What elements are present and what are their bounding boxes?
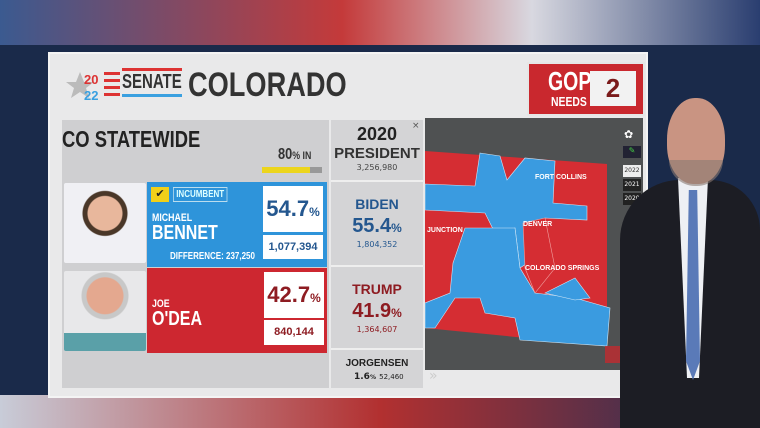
prior-candidate-votes: 1,364,607 bbox=[356, 325, 398, 334]
statewide-title: CO STATEWIDE bbox=[62, 126, 201, 152]
prior-candidate-name: JORGENSEN bbox=[345, 358, 409, 369]
prior-office: PRESIDENT bbox=[334, 145, 420, 162]
candidate-first-name: JOE bbox=[152, 298, 170, 310]
year-button-2021[interactable]: 2021 bbox=[623, 179, 641, 191]
county-map[interactable]: FORT COLLINS DENVER JUNCTION COLORADO SP… bbox=[424, 118, 621, 370]
prior-results-panel bbox=[331, 120, 423, 388]
divider bbox=[331, 180, 423, 267]
presenter-tie bbox=[686, 190, 700, 380]
race-title: SENATE bbox=[122, 68, 182, 97]
prior-candidate-pct: 1.6% 52,460 bbox=[354, 372, 404, 382]
seats-needed: 2 bbox=[590, 71, 636, 106]
prior-candidate-name: BIDEN bbox=[355, 196, 399, 212]
year-button-2022[interactable]: 2022 bbox=[623, 165, 641, 177]
winner-check-icon: ✔ bbox=[151, 187, 169, 202]
reporting-bar-fill bbox=[262, 167, 310, 173]
svg-text:22: 22 bbox=[84, 88, 98, 103]
city-label-denver: DENVER bbox=[523, 221, 552, 228]
expand-icon[interactable]: » bbox=[429, 368, 438, 384]
reporting-bar bbox=[262, 167, 322, 173]
nbc-peacock-icon: ✿ bbox=[624, 128, 634, 141]
percent-in: 80% IN bbox=[278, 146, 312, 163]
candidate-last-name: O'DEA bbox=[152, 308, 203, 330]
studio-background-top bbox=[0, 0, 760, 45]
prior-year: 2020 bbox=[356, 124, 398, 144]
gop-label: GOP bbox=[548, 66, 592, 96]
divider bbox=[331, 348, 423, 350]
candidate-photo-odea bbox=[64, 271, 146, 351]
pen-tool-icon[interactable]: ✎ bbox=[623, 146, 641, 158]
prior-candidate-name: TRUMP bbox=[352, 281, 402, 297]
svg-text:20: 20 bbox=[84, 72, 98, 87]
election-2022-logo: 20 22 bbox=[66, 66, 126, 106]
candidate-votes: 1,077,394 bbox=[263, 235, 323, 259]
needs-label: NEEDS bbox=[551, 94, 587, 109]
candidate-percent: 42.7% bbox=[264, 272, 324, 318]
state-title: COLORADO bbox=[188, 66, 347, 104]
vote-difference: DIFFERENCE: 237,250 bbox=[170, 251, 255, 262]
city-label-junction: JUNCTION bbox=[427, 227, 463, 234]
candidate-photo-bennet bbox=[64, 183, 146, 263]
candidate-percent: 54.7% bbox=[263, 186, 323, 232]
incumbent-badge: INCUMBENT bbox=[173, 187, 228, 202]
candidate-votes: 840,144 bbox=[264, 320, 324, 345]
prior-total-votes: 3,256,980 bbox=[356, 163, 398, 172]
prior-candidate-votes: 1,804,352 bbox=[356, 240, 398, 249]
city-label-colorado-springs: COLORADO SPRINGS bbox=[525, 265, 600, 272]
prior-candidate-pct: 41.9% bbox=[352, 300, 402, 322]
candidate-last-name: BENNET bbox=[152, 222, 218, 244]
prior-candidate-pct: 55.4% bbox=[352, 215, 402, 237]
candidate-first-name: MICHAEL bbox=[152, 212, 193, 224]
close-icon[interactable]: × bbox=[412, 121, 420, 131]
city-label-fort-collins: FORT COLLINS bbox=[535, 174, 587, 181]
